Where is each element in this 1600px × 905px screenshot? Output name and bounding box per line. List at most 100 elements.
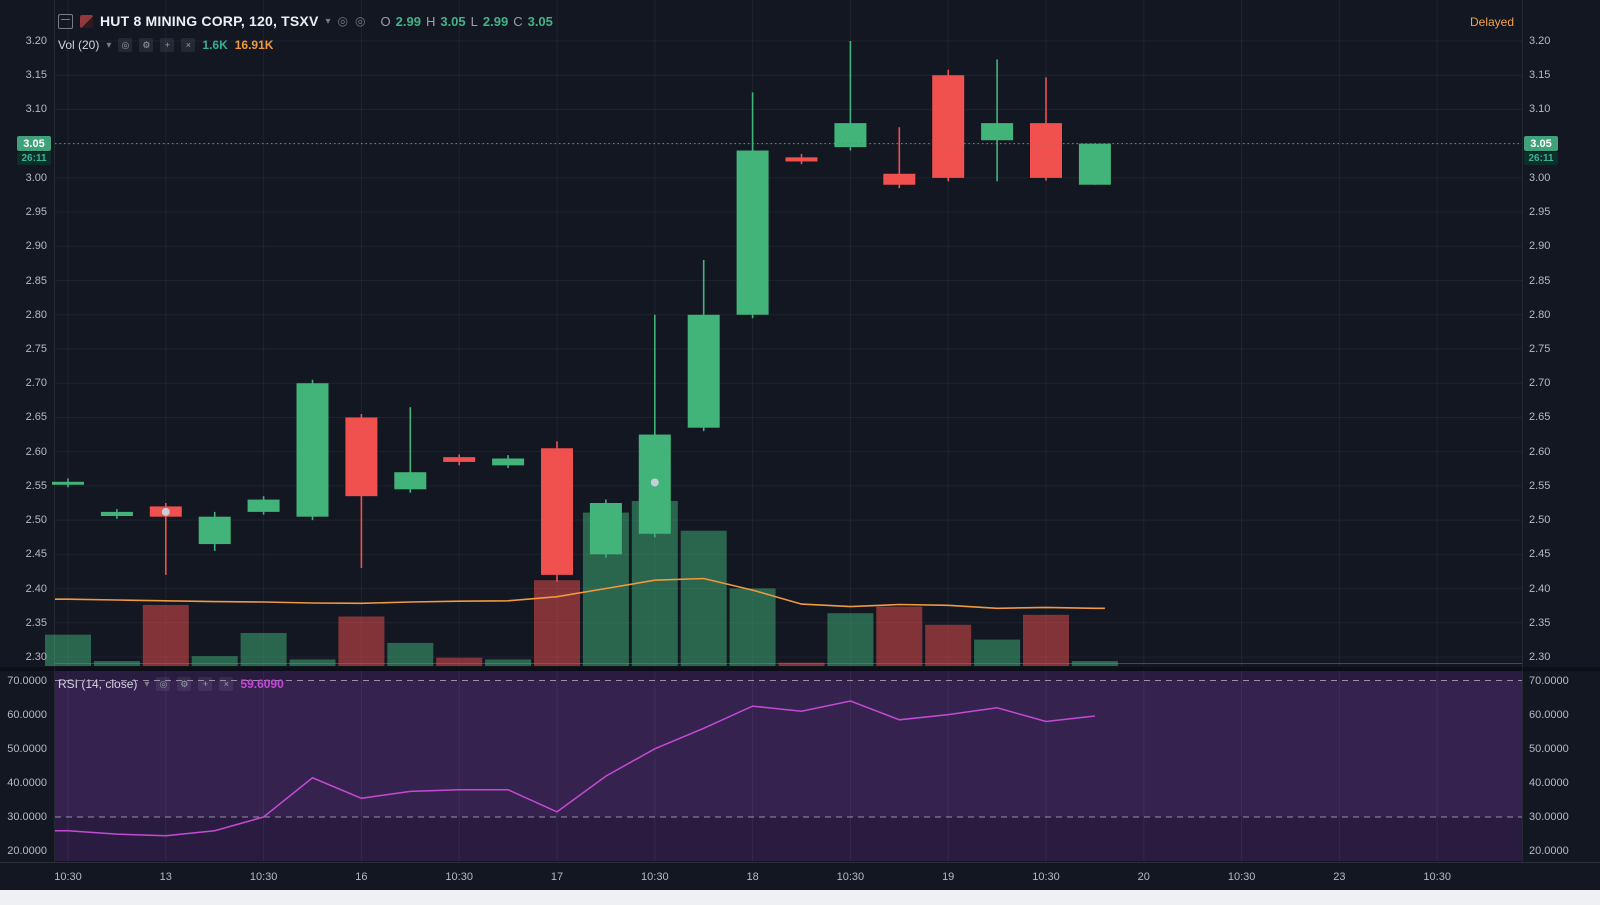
rsi-panel-background bbox=[55, 671, 1522, 861]
gear-icon[interactable]: ⚙ bbox=[139, 38, 154, 52]
time-tick-label: 10:30 bbox=[1227, 871, 1256, 883]
high-label: H bbox=[425, 13, 436, 29]
volume-current-value: 1.6K bbox=[202, 38, 228, 52]
rsi-tick-label: 20.0000 bbox=[7, 845, 47, 858]
eye-icon[interactable]: ◎ bbox=[156, 677, 171, 691]
chevron-down-icon[interactable]: ▾ bbox=[325, 15, 331, 27]
plus-icon[interactable]: + bbox=[198, 677, 213, 691]
symbol-logo-icon bbox=[80, 14, 93, 28]
rsi-indicator-label[interactable]: RSI (14, close) bbox=[58, 677, 138, 691]
price-tick-label: 2.55 bbox=[25, 479, 47, 492]
volume-bar bbox=[191, 656, 238, 666]
ohlc-readout: O 2.99 H 3.05 L 2.99 C 3.05 bbox=[381, 14, 553, 29]
volume-indicator-label[interactable]: Vol (20) bbox=[58, 38, 100, 52]
volume-bar bbox=[827, 613, 874, 666]
time-tick-label: 18 bbox=[746, 871, 759, 883]
price-tick-label: 2.30 bbox=[25, 651, 47, 663]
candle-body bbox=[1078, 143, 1111, 185]
candle-body bbox=[834, 123, 867, 148]
price-tick-label: 2.45 bbox=[25, 548, 47, 561]
candle-body bbox=[883, 173, 916, 185]
price-axis-left[interactable]: 3.20 3.15 3.10 3.05 3.00 2.95 2.90 2.85 2.80 2.75… bbox=[0, 0, 55, 890]
rsi-tick-label: 60.0000 bbox=[7, 708, 47, 721]
price-tick-label: 2.80 bbox=[25, 308, 47, 321]
rsi-band-fill bbox=[55, 680, 1522, 818]
chevron-down-icon[interactable]: ▾ bbox=[144, 678, 150, 690]
volume-indicator-row: Vol (20) ▾ ◎ ⚙ + × 1.6K 16.91K bbox=[58, 38, 273, 52]
eye-icon[interactable]: ◎ bbox=[118, 38, 133, 52]
volume-bar bbox=[387, 642, 434, 666]
data-point-marker bbox=[650, 478, 659, 487]
price-tick-label: 2.75 bbox=[1529, 343, 1551, 355]
volume-ma-line bbox=[55, 577, 1105, 610]
price-tick-label: 2.90 bbox=[1529, 240, 1551, 253]
price-tick-label: 2.30 bbox=[1529, 651, 1551, 663]
high-value: 3.05 bbox=[440, 13, 466, 29]
close-label: C bbox=[513, 13, 523, 29]
volume-bar bbox=[680, 530, 727, 666]
price-tick-label: 2.65 bbox=[1529, 411, 1551, 424]
close-icon[interactable]: × bbox=[181, 38, 196, 52]
collapse-panel-icon[interactable] bbox=[58, 13, 73, 29]
circle-icon[interactable]: ◎ bbox=[355, 14, 366, 28]
volume-bar bbox=[93, 661, 140, 666]
current-price-badge: 3.05 bbox=[1524, 136, 1558, 151]
rsi-indicator-row: RSI (14, close) ▾ ◎ ⚙ + × 59.6090 bbox=[58, 677, 284, 691]
time-tick-label: 16 bbox=[355, 871, 368, 883]
rsi-line bbox=[55, 700, 1095, 837]
rsi-tick-label: 40.0000 bbox=[7, 776, 47, 789]
candle-body bbox=[736, 150, 769, 315]
price-tick-label: 2.50 bbox=[1529, 514, 1551, 527]
close-icon[interactable]: × bbox=[219, 677, 234, 691]
volume-bar bbox=[485, 659, 532, 666]
rsi-tick-label: 30.0000 bbox=[7, 811, 47, 824]
price-tick-label: 3.00 bbox=[25, 171, 47, 184]
price-tick-label: 2.90 bbox=[25, 240, 47, 253]
volume-bar bbox=[1023, 614, 1069, 666]
price-tick-label: 2.35 bbox=[25, 616, 47, 629]
volume-ma-value: 16.91K bbox=[234, 38, 274, 52]
price-tick-label: 2.70 bbox=[25, 377, 47, 390]
chevron-down-icon[interactable]: ▾ bbox=[106, 39, 112, 51]
candle-body bbox=[492, 458, 525, 466]
time-tick-label: 10:30 bbox=[641, 871, 669, 883]
bar-countdown-badge: 26:11 bbox=[1524, 152, 1558, 165]
volume-bar bbox=[45, 634, 91, 666]
bar-countdown-badge: 26:11 bbox=[17, 152, 51, 165]
candle-body bbox=[296, 383, 329, 517]
gear-icon[interactable]: ⚙ bbox=[177, 677, 192, 691]
rsi-tick-label: 70.0000 bbox=[7, 674, 47, 687]
price-tick-label: 3.20 bbox=[25, 35, 47, 47]
price-tick-label: 2.85 bbox=[1529, 274, 1551, 287]
candle-body bbox=[52, 481, 84, 485]
volume-bar bbox=[240, 633, 287, 666]
time-tick-label: 10:30 bbox=[54, 871, 82, 883]
volume-bar bbox=[142, 604, 189, 666]
price-tick-label: 2.70 bbox=[1529, 377, 1551, 390]
candle-body bbox=[345, 417, 378, 497]
time-axis[interactable]: 10:30 13 10:30 16 10:30 17 10:30 18 10:30 19 10:30… bbox=[0, 862, 1600, 891]
time-tick-label: 10:30 bbox=[836, 871, 865, 883]
volume-bar bbox=[338, 616, 385, 666]
price-tick-label: 2.40 bbox=[25, 582, 47, 595]
price-tick-label: 3.15 bbox=[25, 69, 47, 82]
candle-body bbox=[1030, 123, 1062, 178]
circle-icon[interactable]: ◎ bbox=[337, 14, 349, 28]
volume-bar bbox=[1071, 661, 1118, 666]
low-value: 2.99 bbox=[482, 13, 509, 29]
time-tick-label: 13 bbox=[159, 871, 172, 883]
price-tick-label: 3.20 bbox=[1529, 35, 1551, 47]
delayed-badge: Delayed bbox=[1470, 15, 1515, 29]
rsi-tick-label: 50.0000 bbox=[7, 742, 47, 755]
price-axis-right[interactable]: 3.20 3.15 3.10 3.05 3.00 2.95 2.90 2.85 2.80 2.75… bbox=[1522, 0, 1600, 890]
symbol-title[interactable]: HUT 8 MINING CORP, 120, TSXV bbox=[100, 13, 319, 29]
volume-bar bbox=[436, 657, 483, 666]
price-tick-label: 2.40 bbox=[1529, 582, 1551, 595]
price-tick-label: 3.10 bbox=[25, 103, 47, 116]
time-tick-label: 20 bbox=[1137, 871, 1150, 883]
rsi-tick-label: 20.0000 bbox=[1529, 845, 1569, 858]
time-tick-label: 17 bbox=[550, 871, 564, 883]
plus-icon[interactable]: + bbox=[160, 38, 175, 52]
